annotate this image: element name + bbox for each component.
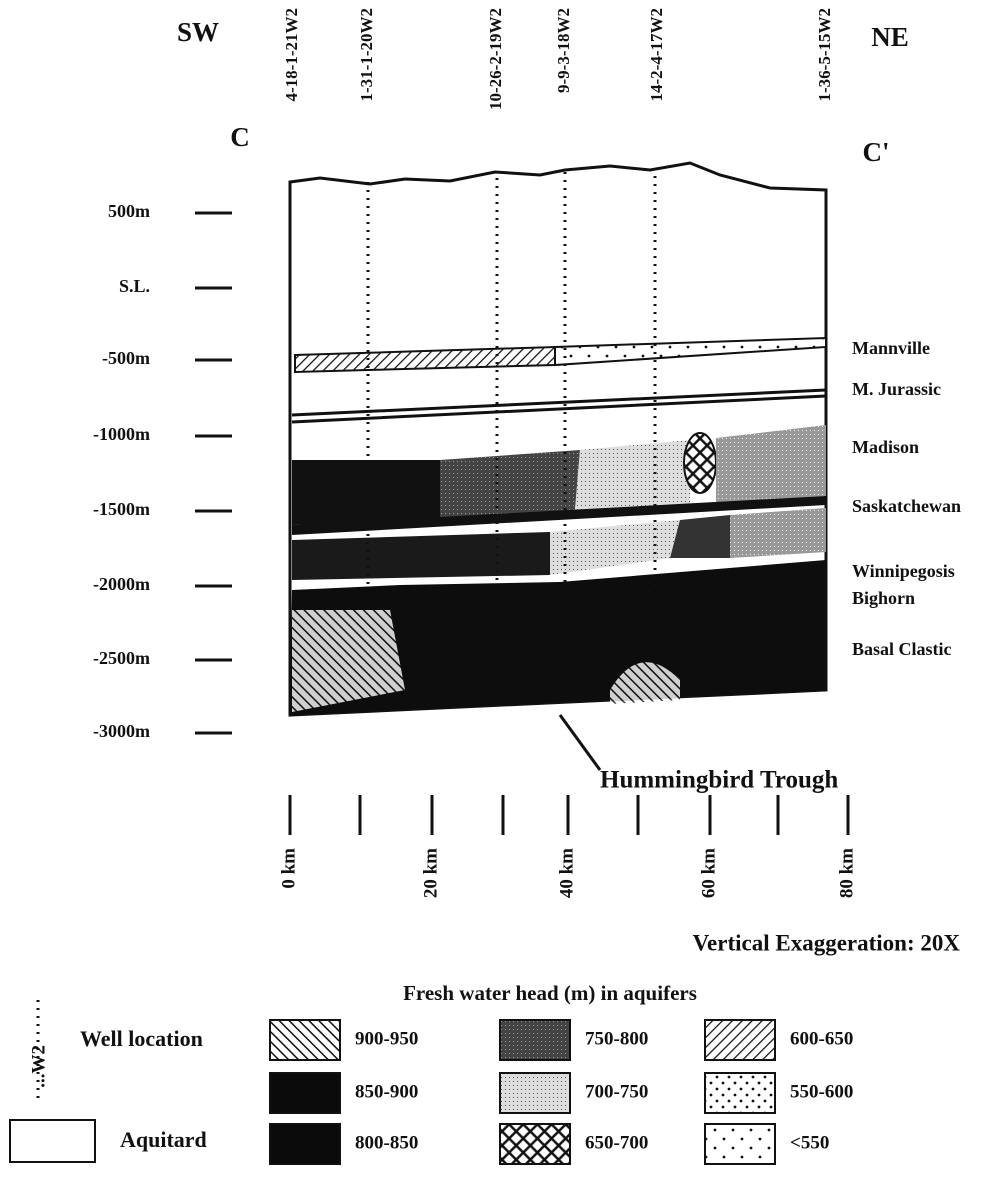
legend-label: Aquitard <box>120 1127 207 1152</box>
depth-label: -500m <box>102 348 150 368</box>
well-label: 4-18-1-21W2 <box>282 8 301 101</box>
legend-label: 600-650 <box>790 1028 853 1049</box>
well-label: 1-36-5-15W2 <box>815 8 834 101</box>
legend-label: 800-850 <box>355 1132 418 1153</box>
depth-label: -2500m <box>93 648 150 668</box>
depth-label: 500m <box>108 201 150 221</box>
legend-swatch <box>270 1073 340 1113</box>
legend-label: Well location <box>80 1026 203 1051</box>
legend-swatch <box>500 1020 570 1060</box>
legend-label: 850-900 <box>355 1081 418 1102</box>
depth-label: -1500m <box>93 499 150 519</box>
formation-label: Basal Clastic <box>852 639 952 659</box>
section-letter: C <box>230 122 250 152</box>
legend-label: 650-700 <box>585 1132 648 1153</box>
section-letter: C' <box>863 137 890 167</box>
distance-label: 60 km <box>698 848 719 898</box>
depth-label: -1000m <box>93 424 150 444</box>
well-label: 1-31-1-20W2 <box>357 8 376 101</box>
depth-label: -2000m <box>93 574 150 594</box>
well-label: 10-26-2-19W2 <box>486 8 505 110</box>
depth-label: -3000m <box>93 721 150 741</box>
formation-label: Madison <box>852 437 919 457</box>
well-label: 9-9-3-18W2 <box>554 8 573 93</box>
vertical-exaggeration: Vertical Exaggeration: 20X <box>693 930 961 955</box>
section-body <box>290 163 826 770</box>
legend-title: Fresh water head (m) in aquifers <box>403 981 697 1005</box>
legend-label: 900-950 <box>355 1028 418 1049</box>
legend-label: 700-750 <box>585 1081 648 1102</box>
distance-label: 0 km <box>278 848 299 889</box>
well-symbol: ...W2 <box>28 1045 49 1088</box>
distance-label: 80 km <box>836 848 857 898</box>
legend-swatch <box>705 1073 775 1113</box>
legend-label: <550 <box>790 1132 829 1153</box>
depth-label: S.L. <box>119 276 150 296</box>
distance-label: 20 km <box>420 848 441 898</box>
legend-swatch <box>705 1020 775 1060</box>
formation-label: Mannville <box>852 338 930 358</box>
well-label: 14-2-4-17W2 <box>647 8 666 101</box>
legend-label: 550-600 <box>790 1081 853 1102</box>
legend-label: 750-800 <box>585 1028 648 1049</box>
legend-swatch <box>500 1073 570 1113</box>
legend-swatch <box>270 1020 340 1060</box>
annotation: Hummingbird Trough <box>600 767 838 794</box>
aquitard-swatch <box>10 1120 95 1162</box>
legend-swatch <box>270 1124 340 1164</box>
direction: NE <box>871 22 909 52</box>
cross-section: SW NE C C' 4-18-1-21W2 1-31-1-20W2 10-26-2-19W… <box>0 0 989 1199</box>
legend-swatch <box>705 1124 775 1164</box>
distance-label: 40 km <box>556 848 577 898</box>
legend-swatch <box>500 1124 570 1164</box>
formation-label: Saskatchewan <box>852 496 961 516</box>
direction: SW <box>177 17 219 47</box>
formation-label: Bighorn <box>852 588 915 608</box>
formation-label: M. Jurassic <box>852 379 941 399</box>
formation-label: Winnipegosis <box>852 561 955 581</box>
